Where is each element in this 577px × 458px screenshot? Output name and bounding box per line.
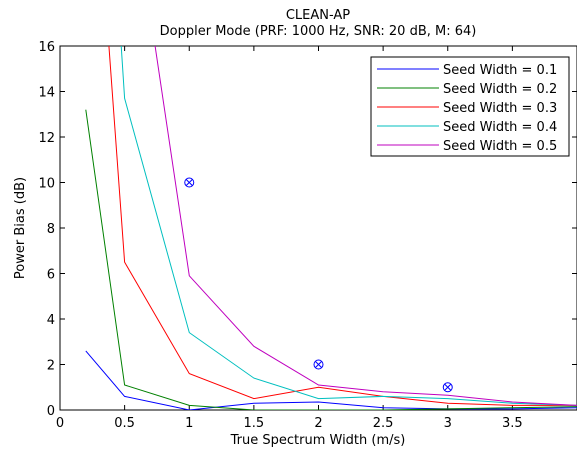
series-line-3 [108,46,577,406]
x-tick-label: 2.5 [373,416,394,431]
legend-label-1: Seed Width = 0.1 [443,63,557,78]
y-tick-label: 12 [38,131,55,146]
y-tick-label: 14 [38,86,55,101]
reference-marker-3 [442,382,453,393]
y-tick-label: 16 [38,40,55,55]
axes-layer: 0 0.5 1 1.5 2 2.5 3 3.5 0 2 4 6 8 10 12 14 16 [38,40,577,431]
x-axis-label: True Spectrum Width (m/s) [230,433,406,448]
y-tick-label: 2 [47,359,55,374]
legend-label-4: Seed Width = 0.4 [443,120,557,135]
x-tick-label: 3 [444,416,452,431]
series-layer [85,46,577,410]
y-tick-label: 4 [47,313,55,328]
legend-label-5: Seed Width = 0.5 [443,139,557,154]
legend-label-3: Seed Width = 0.3 [443,101,557,116]
y-tick-label: 6 [47,268,55,283]
chart-title: CLEAN-AP [286,8,350,23]
reference-marker-2 [313,359,324,370]
reference-marker-1 [184,177,195,188]
x-tick-label: 1 [185,416,193,431]
x-tick-label: 3.5 [502,416,523,431]
legend: Seed Width = 0.1 Seed Width = 0.2 Seed Wid… [370,56,570,157]
y-axis-label: Power Bias (dB) [13,177,28,279]
y-tick-label: 8 [47,222,55,237]
series-line-4 [120,46,577,406]
series-line-2 [85,109,577,410]
y-tick-label: 0 [47,404,55,419]
x-tick-label: 2 [314,416,322,431]
series-line-5 [154,46,577,406]
y-tick-label: 10 [38,177,55,192]
chart-subtitle: Doppler Mode (PRF: 1000 Hz, SNR: 20 dB, … [160,24,477,39]
legend-label-2: Seed Width = 0.2 [443,82,557,97]
marker-layer [184,177,453,393]
x-tick-label: 0 [56,416,64,431]
series-line-1 [85,350,577,410]
x-tick-label: 0.5 [114,416,135,431]
x-tick-label: 1.5 [244,416,265,431]
